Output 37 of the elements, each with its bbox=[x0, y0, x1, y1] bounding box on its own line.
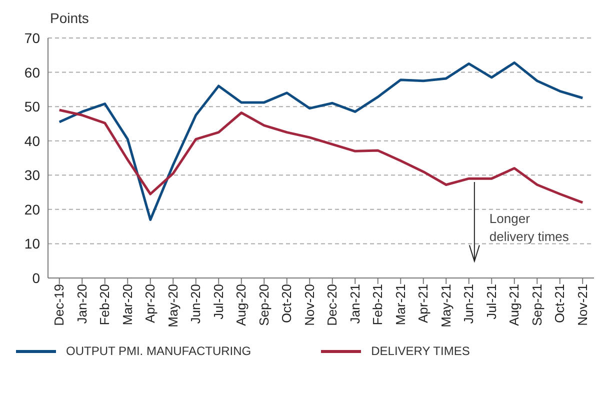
y-tick-label: 50 bbox=[24, 98, 40, 115]
x-tick-label: Feb-20 bbox=[97, 284, 112, 326]
x-tick-label: Aug-20 bbox=[234, 284, 249, 326]
y-tick-label: 60 bbox=[24, 64, 40, 80]
y-tick-label: 40 bbox=[24, 132, 40, 149]
annotation: Longer delivery times bbox=[489, 211, 570, 244]
x-tick-label: Apr-20 bbox=[142, 284, 158, 324]
y-tick-label: 30 bbox=[24, 167, 40, 184]
legend-label: OUTPUT PMI. MANUFACTURING bbox=[66, 344, 252, 358]
y-tick-label: 0 bbox=[32, 270, 40, 286]
x-tick-label: Oct-20 bbox=[279, 284, 294, 324]
x-tick-label: Jan-21 bbox=[347, 284, 362, 324]
x-tick-label: Mar-21 bbox=[392, 284, 408, 326]
x-tick-label: Dec-20 bbox=[324, 284, 340, 326]
y-tick-label: 10 bbox=[24, 236, 40, 252]
x-tick-label: Feb-21 bbox=[370, 284, 386, 326]
x-tick-label: Jul-20 bbox=[210, 284, 226, 320]
legend-label: DELIVERY TIMES bbox=[371, 344, 470, 358]
y-tick-label: 20 bbox=[24, 201, 40, 218]
x-tick-label: Sep-20 bbox=[256, 284, 272, 326]
y-tick-label: 70 bbox=[24, 30, 40, 46]
x-tick-label: May-21 bbox=[438, 284, 454, 328]
x-tick-label: Jun-21 bbox=[461, 284, 476, 324]
y-axis-title: Points bbox=[50, 10, 89, 26]
x-tick-label: Jul-21 bbox=[484, 284, 499, 320]
x-tick-label: Mar-20 bbox=[120, 284, 135, 326]
x-tick-label: Oct-21 bbox=[552, 284, 568, 324]
x-tick-label: Sep-21 bbox=[529, 284, 544, 326]
x-tick-label: May-20 bbox=[165, 284, 180, 328]
x-tick-label: Nov-21 bbox=[574, 284, 590, 326]
x-tick-label: Jun-20 bbox=[188, 284, 204, 324]
x-tick-label: Jan-20 bbox=[74, 284, 90, 324]
x-tick-label: Nov-20 bbox=[302, 284, 317, 326]
x-tick-label: Dec-19 bbox=[52, 284, 67, 326]
x-tick-label: Aug-21 bbox=[506, 284, 522, 326]
x-tick-label: Apr-21 bbox=[416, 284, 431, 324]
line-series bbox=[58, 108, 584, 204]
